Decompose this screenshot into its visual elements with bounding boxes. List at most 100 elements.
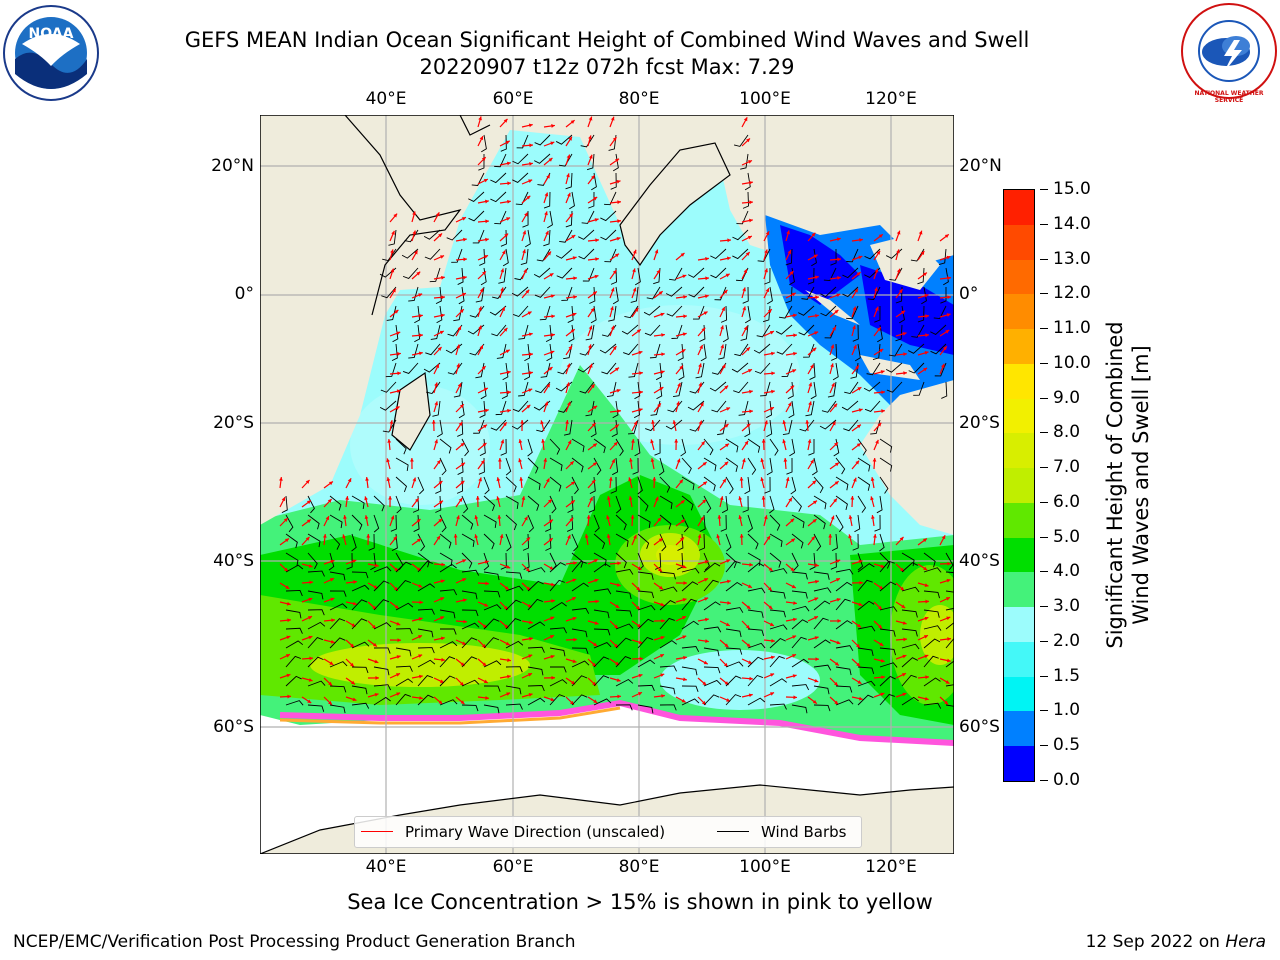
wave-direction-arrowhead [390,268,395,273]
wind-barb [615,637,632,649]
wind-barb [637,533,650,549]
wind-barb [436,419,443,438]
wave-direction-arrowhead [837,257,841,262]
wave-direction-arrowhead [650,458,655,463]
wave-direction-arrowhead [924,293,929,298]
wind-barb [885,362,903,373]
wave-direction-arrowhead [945,330,950,334]
wave-direction-arrowhead [830,344,835,349]
wave-direction-arrowhead [462,559,467,563]
wave-direction-arrowhead [791,292,796,297]
wave-direction-arrowhead [639,390,643,395]
wind-barb [725,457,738,472]
wave-direction-arrowhead [440,313,445,318]
wind-barb [744,305,751,324]
wave-direction-arrowhead [551,314,555,319]
wind-barb [571,533,579,552]
wind-barb [886,381,903,393]
wave-direction-arrowhead [748,369,752,373]
wave-direction-arrowhead [833,498,837,503]
wind-barb [414,324,421,343]
wind-barb [395,438,407,455]
wave-direction-arrowhead [459,309,464,314]
wave-direction-arrowhead [767,309,772,314]
wind-barb [764,267,771,285]
wave-direction-arrowhead [610,306,614,311]
wave-direction-arrowhead [281,497,286,502]
wave-direction-arrowhead [392,288,396,293]
wave-direction-arrowhead [785,477,790,482]
wave-direction-arrowhead [529,143,533,148]
wind-barb [923,625,942,631]
wind-barb [417,533,426,552]
wave-direction-arrowhead [870,496,874,501]
wave-direction-arrowhead [418,654,423,658]
wind-barb [461,590,478,600]
wind-barb [599,343,617,354]
wave-direction-arrowhead [322,534,327,538]
wave-direction-arrowhead [485,237,489,242]
wave-direction-arrowhead [925,599,929,604]
wind-barb [791,619,809,630]
wave-direction-arrowhead [719,496,724,501]
wind-barb [615,678,634,687]
wind-barb [854,514,861,533]
wave-direction-arrowhead [410,458,414,462]
wave-direction-arrowhead [721,307,725,312]
wave-direction-arrowhead [680,519,685,524]
wind-barb [703,694,720,706]
wind-barb [808,438,815,456]
wave-direction-arrowhead [834,309,839,314]
wind-barbs-swatch [717,831,749,832]
wave-direction-arrowhead [903,371,907,376]
wave-direction-arrowhead [881,409,885,413]
wind-barb [681,457,692,474]
wave-direction-arrowhead [374,693,379,697]
wave-direction-arrowhead [805,420,810,424]
wind-barb [681,495,694,511]
wind-barb [593,628,611,636]
colorbar-tick-mark [1040,223,1048,225]
wave-direction-arrowhead [815,295,819,300]
wave-direction-arrowhead [633,534,637,539]
wind-barb [930,324,947,335]
colorbar-tick-label: 15.0 [1053,179,1091,199]
wind-barb [703,476,716,492]
wave-direction-arrowhead [855,460,860,465]
wave-direction-arrowhead [724,643,729,648]
lon-tick-top: 40°E [365,89,407,109]
wave-direction-arrowhead [284,538,289,543]
wind-barb [725,694,742,706]
wind-barb [527,476,541,491]
wave-direction-arrowhead [412,230,417,235]
wave-direction-arrowhead [945,680,950,684]
wind-barb [610,172,617,190]
wind-barb [835,495,848,511]
wind-barb [395,476,408,493]
wave-direction-arrowhead [639,371,643,376]
wave-direction-arrowhead [852,477,857,482]
wind-barb [534,153,551,164]
wind-barb [681,698,700,706]
wind-barb [769,514,781,531]
wave-direction-arrowhead [463,237,467,242]
wind-barb [695,362,705,379]
colorbar-tick-label: 5.0 [1053,526,1081,547]
wave-direction-arrowhead [440,597,445,601]
wave-direction-arrowhead [306,500,311,505]
wave-direction-arrowhead [309,656,313,661]
wave-direction-arrowhead [595,599,599,604]
wave-direction-arrowhead [726,407,731,411]
wave-direction-arrowhead [550,294,555,299]
wind-barb [879,476,889,494]
wind-barb [501,381,508,400]
wave-direction-arrowhead [659,387,664,391]
wave-direction-arrowhead [566,154,571,159]
wave-direction-arrowhead [453,534,458,538]
wind-barb [945,552,954,571]
wave-direction-arrowhead [484,603,489,607]
wave-direction-arrowhead [419,600,423,605]
wave-direction-arrowhead [434,401,439,406]
wave-direction-arrowhead [438,480,443,485]
wave-direction-arrowhead [484,255,489,259]
